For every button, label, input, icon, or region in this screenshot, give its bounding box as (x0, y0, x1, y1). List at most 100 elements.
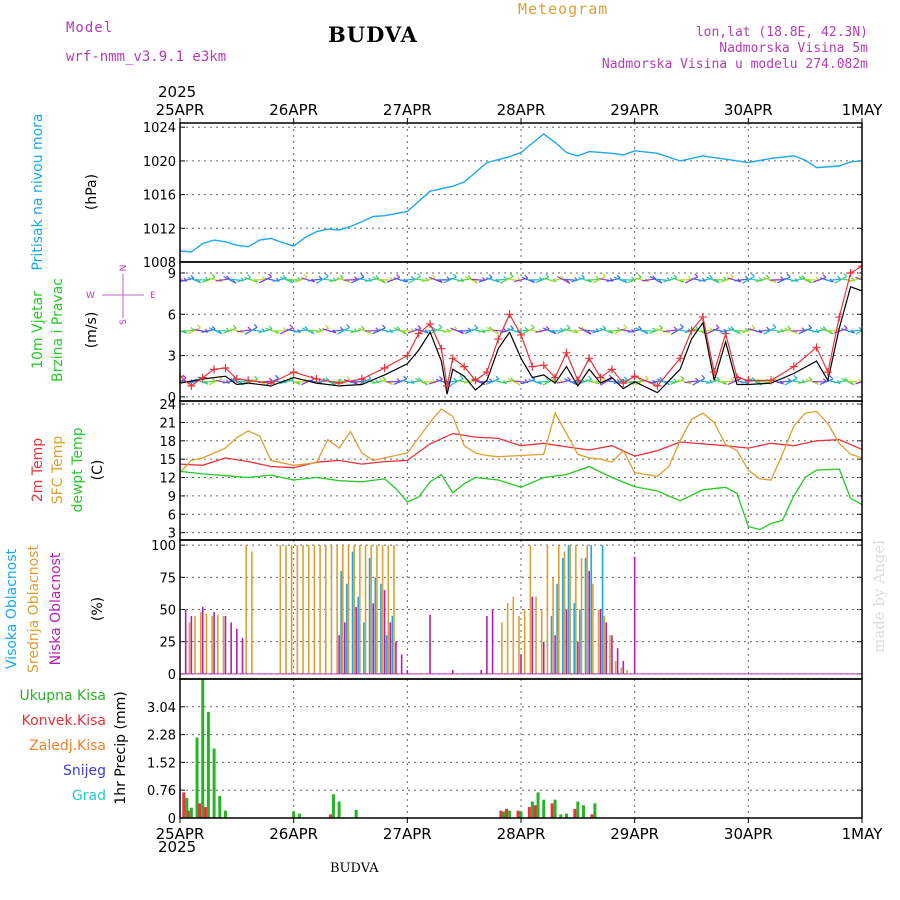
wind-barb (521, 276, 535, 284)
wind-barb-head (289, 324, 294, 329)
wind-barb (279, 276, 294, 284)
wind-barb-head (787, 325, 792, 330)
wind-barb-head (261, 276, 266, 280)
wind-barb-head (509, 273, 514, 278)
wind-gust-marker (198, 373, 207, 382)
wind-barb-head (709, 327, 714, 331)
wind-barb (855, 330, 862, 335)
x-tick-label-top: 25APR (156, 101, 205, 119)
wind-gust-marker (744, 376, 753, 385)
wind-barb-head (866, 377, 869, 380)
wind-barb (258, 276, 272, 284)
wind-barb-head (516, 381, 521, 386)
wind-barb (805, 378, 819, 386)
dewpt-line (180, 465, 862, 531)
wind-barb (684, 380, 699, 384)
wind-barb-head (524, 326, 529, 331)
wind-barb (322, 328, 337, 334)
pressure-ylabel: Pritisak na nivou mora (30, 113, 46, 270)
wind-gust-marker (357, 374, 366, 383)
wind-barb (677, 278, 692, 281)
wind-gust-marker (607, 365, 616, 374)
footer-station: BUDVA (330, 861, 379, 876)
wind-barb-head (780, 276, 785, 281)
wind-barb (450, 327, 464, 335)
wind-barb (372, 327, 386, 335)
precip-total-bar (297, 813, 301, 818)
wind-barb (244, 276, 258, 283)
wind-barb (663, 329, 678, 333)
precip-total-bar (542, 799, 546, 818)
wind-barb (748, 328, 763, 334)
precip-total-bar (331, 794, 335, 818)
wind-barb-head (865, 280, 868, 283)
precip-series-group (182, 679, 597, 818)
precip-total-bar (337, 801, 341, 818)
wind-barb-head (637, 273, 642, 278)
wind-barb (535, 276, 549, 284)
wind-barb (336, 276, 351, 283)
wind-gust-marker (426, 319, 435, 328)
wind-barb (300, 277, 315, 283)
wind-gust-marker (460, 362, 469, 371)
wind-barb-head (452, 273, 457, 278)
wind-barb (499, 380, 514, 384)
wind-barb (706, 276, 720, 284)
y-tick-label: 6 (168, 508, 176, 523)
wind-barb-head (488, 274, 493, 279)
wind-barb (834, 275, 848, 284)
wind-barb (343, 378, 358, 385)
panel-frame (179, 122, 863, 263)
precip-conv-bar (533, 805, 537, 818)
wind-barb-head (381, 279, 386, 284)
wind-barb-head (822, 378, 827, 383)
precip-conv-bar (590, 814, 594, 818)
x-tick-label-top: 28APR (497, 101, 546, 119)
precip-total-bar (564, 813, 568, 818)
model-name: wrf-nmm_v3.9.1 e3km (66, 49, 227, 65)
wind-barb (400, 379, 415, 385)
wind-barb-head (567, 376, 571, 381)
y-tick-label: 9 (168, 267, 176, 282)
wind-gust-marker (380, 363, 389, 372)
y-tick-label: 24 (159, 398, 176, 413)
precip-total-bar (189, 807, 193, 818)
precip-conv-bar (499, 810, 503, 818)
wind-barb-head (268, 273, 272, 278)
wind-gust-marker (835, 313, 844, 322)
wind-barb-head (709, 275, 713, 279)
wind-barb-head (360, 273, 365, 278)
precip-total-bar (206, 711, 210, 818)
wind-barb (208, 277, 223, 283)
wind-barb (855, 381, 862, 385)
wind-barb (734, 329, 749, 332)
wind-barb-head (787, 377, 792, 382)
wind-barb-head (474, 324, 479, 329)
y-tick-label: 21 (159, 416, 176, 431)
wind-barb (670, 276, 685, 283)
wind-barb (294, 276, 308, 283)
wind-gust-marker (403, 351, 412, 360)
wind-barb (229, 328, 244, 334)
chart-title: Meteogram (518, 0, 609, 18)
wind-barb-head (566, 279, 571, 284)
y-tick-label: 1020 (143, 155, 176, 170)
wind-barb-head (659, 324, 663, 329)
wind-barb-head (829, 375, 834, 380)
wind-barb (244, 326, 258, 335)
y-tick-label: 100 (151, 539, 176, 554)
wind-barb-head (694, 273, 699, 278)
wind-barb-head (766, 326, 770, 331)
y-tick-label: 0 (168, 668, 176, 683)
wind-barb-head (616, 327, 621, 331)
precip-legend-item: Snijeg (63, 763, 106, 779)
wind-barb-head (232, 279, 237, 284)
wind-barb (727, 327, 741, 335)
wind-barb-head (623, 324, 628, 329)
wind-barb-head (801, 275, 806, 279)
wind-gust-marker (232, 374, 241, 383)
wind-barb (784, 377, 798, 386)
y-tick-label: 15 (159, 453, 176, 468)
wind-barb-head (346, 323, 350, 328)
